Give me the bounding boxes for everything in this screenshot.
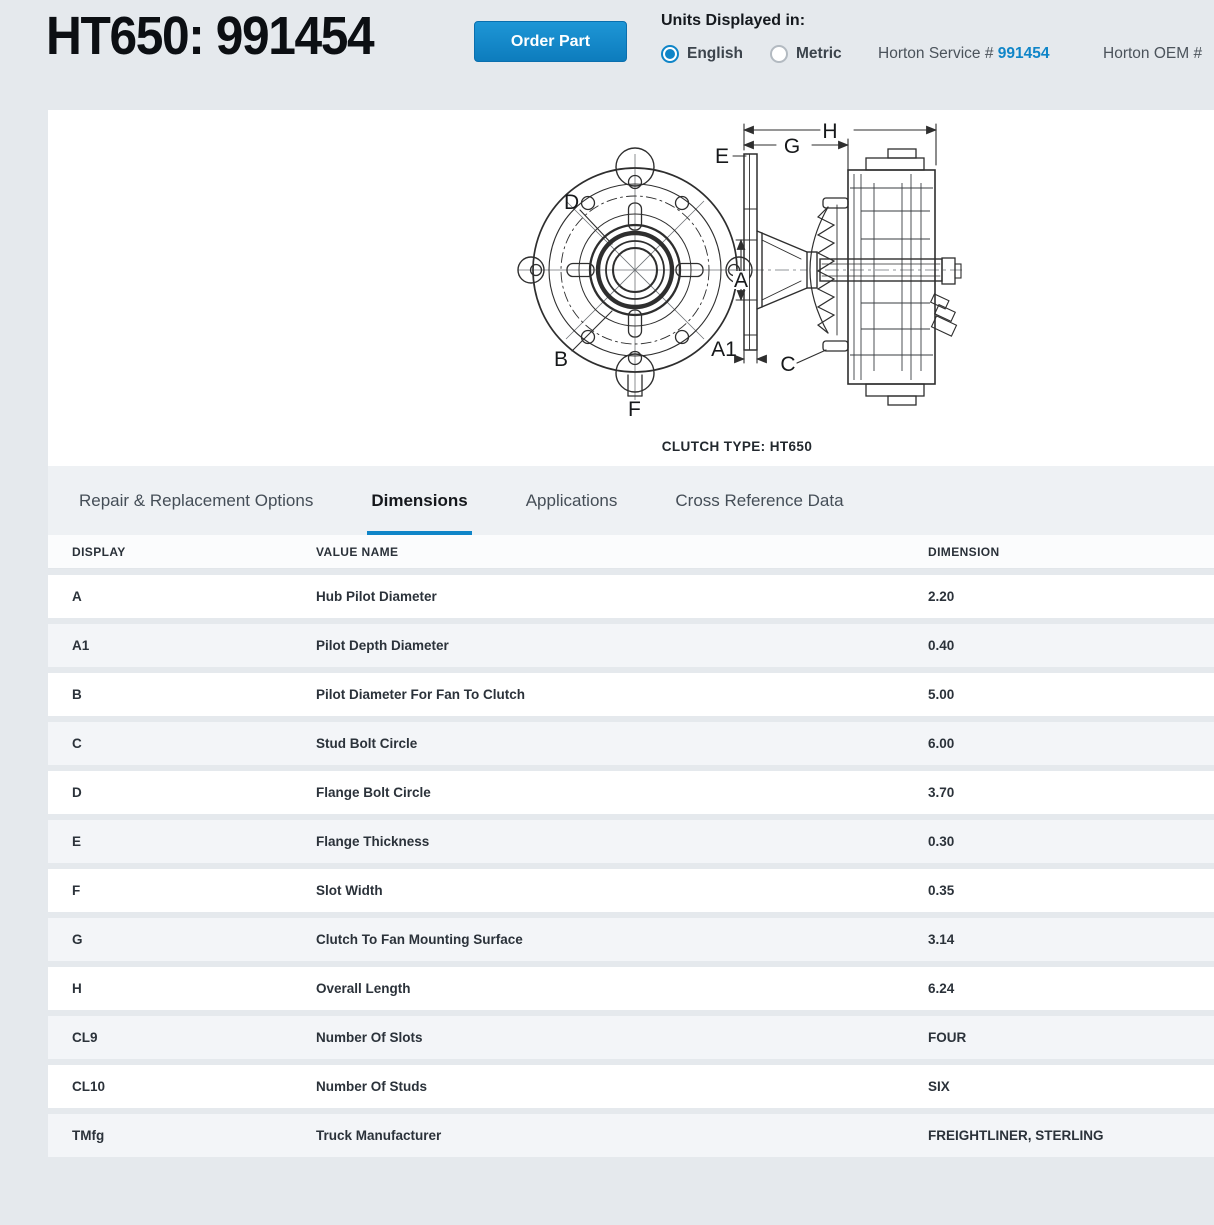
cell-value-name: Number Of Studs — [316, 1079, 428, 1094]
cell-value-name: Stud Bolt Circle — [316, 736, 418, 751]
cell-value-name: Slot Width — [316, 883, 383, 898]
tab-cross-reference-data[interactable]: Cross Reference Data — [675, 490, 844, 510]
cell-value-name: Truck Manufacturer — [316, 1128, 442, 1143]
cell-display: D — [72, 785, 82, 800]
cell-dimension: 0.40 — [928, 638, 955, 653]
table-row: TMfg Truck Manufacturer FREIGHTLINER, ST… — [48, 1114, 1214, 1157]
cell-dimension: 3.70 — [928, 785, 955, 800]
table-row: F Slot Width 0.35 — [48, 869, 1214, 912]
cell-display: C — [72, 736, 82, 751]
cell-dimension: FOUR — [928, 1030, 967, 1045]
cell-value-name: Flange Bolt Circle — [316, 785, 431, 800]
cell-display: E — [72, 834, 82, 849]
dim-label-f: F — [628, 398, 641, 421]
cell-display: CL10 — [72, 1079, 106, 1094]
tab-bar: Repair & Replacement Options Dimensions … — [48, 466, 1214, 535]
cell-dimension: 3.14 — [928, 932, 955, 947]
english-radio-label[interactable]: English — [687, 45, 743, 62]
cell-value-name: Flange Thickness — [316, 834, 430, 849]
cell-dimension: 5.00 — [928, 687, 955, 702]
table-row: H Overall Length 6.24 — [48, 967, 1214, 1010]
table-row: A Hub Pilot Diameter 2.20 — [48, 575, 1214, 618]
units-displayed-label: Units Displayed in: — [661, 12, 806, 29]
service-label: Horton Service # — [878, 45, 998, 62]
clutch-type-caption: CLUTCH TYPE: HT650 — [661, 439, 813, 454]
cell-value-name: Overall Length — [316, 981, 411, 996]
table-row: CL10 Number Of Studs SIX — [48, 1065, 1214, 1108]
dim-label-a: A — [734, 269, 748, 292]
horton-oem-number: Horton OEM # — [1103, 45, 1203, 62]
metric-radio-label[interactable]: Metric — [796, 45, 842, 62]
tab-applications[interactable]: Applications — [525, 490, 618, 510]
cell-value-name: Pilot Depth Diameter — [316, 638, 449, 653]
table-row: G Clutch To Fan Mounting Surface 3.14 — [48, 918, 1214, 961]
order-part-button[interactable]: Order Part — [474, 21, 627, 62]
cell-value-name: Pilot Diameter For Fan To Clutch — [316, 687, 526, 702]
dim-label-a1: A1 — [711, 338, 737, 361]
table-row: E Flange Thickness 0.30 — [48, 820, 1214, 863]
english-radio[interactable] — [661, 45, 679, 63]
table-row: A1 Pilot Depth Diameter 0.40 — [48, 624, 1214, 667]
cell-value-name: Clutch To Fan Mounting Surface — [316, 932, 523, 947]
horton-service-number: Horton Service # 991454 — [878, 45, 1049, 63]
cell-display: TMfg — [72, 1128, 105, 1143]
cell-dimension: 6.24 — [928, 981, 955, 996]
dimensions-table-header: DISPLAY VALUE NAME DIMENSION — [48, 535, 1214, 569]
column-header-dimension: DIMENSION — [928, 544, 1000, 559]
cell-display: CL9 — [72, 1030, 98, 1045]
dim-label-d: D — [564, 191, 579, 214]
cell-dimension: 6.00 — [928, 736, 955, 751]
tab-repair-replacement-options[interactable]: Repair & Replacement Options — [79, 490, 314, 510]
cell-dimension: 2.20 — [928, 589, 955, 604]
cell-dimension: SIX — [928, 1079, 950, 1094]
dimensions-table-body: A Hub Pilot Diameter 2.20 A1 Pilot Depth… — [48, 575, 1214, 1163]
table-row: C Stud Bolt Circle 6.00 — [48, 722, 1214, 765]
cell-dimension: 0.35 — [928, 883, 955, 898]
cell-dimension: FREIGHTLINER, STERLING — [928, 1128, 1104, 1143]
cell-dimension: 0.30 — [928, 834, 955, 849]
cell-display: B — [72, 687, 82, 702]
dim-label-c: C — [780, 353, 795, 376]
cell-display: H — [72, 981, 82, 996]
table-row: D Flange Bolt Circle 3.70 — [48, 771, 1214, 814]
side-view — [725, 123, 962, 406]
dim-label-g: G — [784, 135, 800, 158]
service-value: 991454 — [997, 45, 1050, 62]
column-header-display: DISPLAY — [72, 544, 126, 559]
metric-radio[interactable] — [770, 45, 788, 63]
cell-display: A1 — [72, 638, 90, 653]
dim-label-b: B — [554, 348, 568, 371]
column-header-value-name: VALUE NAME — [316, 544, 399, 559]
cell-display: G — [72, 932, 83, 947]
cell-display: F — [72, 883, 81, 898]
cell-value-name: Hub Pilot Diameter — [316, 589, 437, 604]
dim-label-h: H — [822, 120, 837, 143]
dim-label-e: E — [715, 145, 729, 168]
cell-value-name: Number Of Slots — [316, 1030, 423, 1045]
table-row: B Pilot Diameter For Fan To Clutch 5.00 — [48, 673, 1214, 716]
page-title: HT650: 991454 — [46, 6, 375, 66]
diagram-panel: D B F H G E A A1 C CLUTCH TYPE: HT650 — [48, 110, 1214, 466]
tab-dimensions[interactable]: Dimensions — [342, 466, 496, 535]
table-row: CL9 Number Of Slots FOUR — [48, 1016, 1214, 1059]
clutch-diagram: D B F H G E A A1 C — [517, 120, 962, 421]
cell-display: A — [72, 589, 82, 604]
